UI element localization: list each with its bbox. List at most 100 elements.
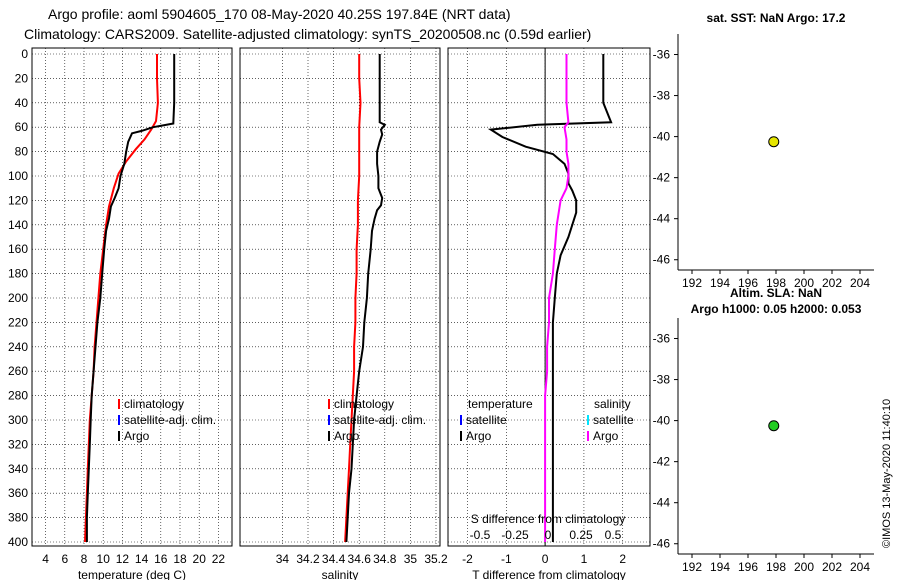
map_sla-xtick-label: 204: [850, 560, 870, 574]
salinity-xtick-label: 34.4: [322, 552, 346, 566]
salinity-xtick-label: 35.2: [424, 552, 448, 566]
map_sla-panel: -36 -38 -40 -42 -44 -46 192 194 196 198 200 202 204 A…: [653, 286, 874, 574]
diff-legend-salinity-title: salinity: [594, 397, 631, 411]
map_sla-ytick-label: -44: [653, 496, 671, 510]
diff-top-tick-label: -0.25: [501, 528, 529, 542]
diff-top-tick-label: -0.5: [470, 528, 491, 542]
map_sla-xtick-label: 198: [766, 560, 786, 574]
salinity-frame: [239, 47, 441, 547]
map_sst-xtick-label: 202: [822, 276, 842, 290]
salinity-series-climatology: [344, 54, 362, 543]
title-line2: Climatology: CARS2009. Satellite-adjuste…: [24, 26, 591, 42]
map_sst-xtick-label: 198: [766, 276, 786, 290]
difference-panel: -2 -1 0 1 2 T difference from climatology temp…: [447, 47, 651, 580]
difference-xtick-label: -2: [462, 552, 473, 566]
temperature-frame: [31, 47, 233, 547]
map_sst-ytick-label: -36: [653, 48, 671, 62]
salinity-legend-2-label: Argo: [334, 429, 360, 443]
diff-legend-t-1-label: Argo: [466, 429, 492, 443]
difference-frame: [447, 47, 651, 547]
temperature-xtick-label: 22: [212, 552, 226, 566]
temperature-xtick-label: 12: [116, 552, 130, 566]
map_sst-xtick-label: 200: [794, 276, 814, 290]
map_sla-xtick-label: 202: [822, 560, 842, 574]
map_sla-ytick-label: -38: [653, 373, 671, 387]
salinity-panel: 34 34.2 34.4 34.6 34.8 35 35.2 salinity climatol…: [239, 47, 448, 580]
map_sla-xtick-label: 194: [710, 560, 730, 574]
temperature-ytick-label: 380: [8, 511, 28, 525]
temperature-ytick-label: 60: [15, 120, 29, 134]
map_sla-xtick-label: 192: [682, 560, 702, 574]
salinity-legend-0-label: climatology: [334, 397, 394, 411]
map_sst-xtick-label: 196: [738, 276, 758, 290]
temperature-legend-1-label: satellite-adj. clim.: [124, 413, 216, 427]
temperature-xtick-label: 16: [154, 552, 168, 566]
diff-legend-s-1-label: Argo: [593, 429, 619, 443]
difference-xtick-label: -1: [501, 552, 512, 566]
salinity-xtick-label: 34.2: [296, 552, 320, 566]
temperature-ytick-label: 20: [15, 71, 29, 85]
salinity-xtick-label: 35: [404, 552, 418, 566]
map_sst-ytick-label: -40: [653, 130, 671, 144]
map_sst-ytick-label: -42: [653, 171, 671, 185]
map_sla-argo-marker: [768, 420, 780, 432]
temperature-ytick-label: 120: [8, 193, 28, 207]
temperature-xtick-label: 6: [61, 552, 68, 566]
diff-top-tick-label: 0.25: [569, 528, 593, 542]
map_sla-title: Altim. SLA: NaN: [730, 286, 822, 300]
difference-series-t-difference--argo-: [487, 54, 613, 542]
credit: ©IMOS 13-May-2020 11:40:10: [881, 399, 893, 548]
diff-top-tick-label: 0.5: [605, 528, 622, 542]
difference-series-s-difference--argo-: [544, 54, 570, 542]
temperature-ytick-label: 80: [15, 145, 29, 159]
map_sst-xtick-label: 194: [710, 276, 730, 290]
temperature-ytick-label: 100: [8, 169, 28, 183]
title-line1: Argo profile: aoml 5904605_170 08-May-20…: [48, 6, 511, 22]
diff-top-tick-label: 0: [545, 528, 552, 542]
difference-xlabel: T difference from climatology: [472, 568, 626, 580]
salinity-xlabel: salinity: [322, 568, 359, 580]
temperature-ytick-label: 260: [8, 364, 28, 378]
map_sla-xtick-label: 196: [738, 560, 758, 574]
map_sst-xtick-label: 192: [682, 276, 702, 290]
diff-top-label: S difference from climatology: [471, 512, 626, 526]
temperature-xtick-label: 10: [97, 552, 111, 566]
map_sst-panel: -36 -38 -40 -42 -44 -46 192 194 196 198 200 202 204 s…: [653, 11, 874, 290]
diff-legend-t-0-label: satellite: [466, 413, 507, 427]
temperature-panel: 4 6 8 10 12 14 16 18 20 2202040608010012014016018…: [8, 47, 233, 580]
temperature-ytick-label: 160: [8, 242, 28, 256]
map_sst-ytick-label: -44: [653, 212, 671, 226]
temperature-ytick-label: 320: [8, 437, 28, 451]
salinity-xtick-label: 34.6: [348, 552, 372, 566]
temperature-ytick-label: 40: [15, 96, 29, 110]
diff-legend-s-0-label: satellite: [593, 413, 634, 427]
temperature-ytick-label: 140: [8, 218, 28, 232]
temperature-xtick-label: 4: [42, 552, 49, 566]
salinity-xtick-label: 34: [276, 552, 290, 566]
temperature-xtick-label: 20: [193, 552, 207, 566]
map_sst-title: sat. SST: NaN Argo: 17.2: [707, 11, 846, 25]
difference-xtick-label: 2: [619, 552, 626, 566]
temperature-ytick-label: 240: [8, 340, 28, 354]
map_sla-xtick-label: 200: [794, 560, 814, 574]
salinity-xtick-label: 34.8: [373, 552, 397, 566]
map_sst-xtick-label: 204: [850, 276, 870, 290]
temperature-ytick-label: 280: [8, 389, 28, 403]
salinity-legend-1-label: satellite-adj. clim.: [334, 413, 426, 427]
temperature-legend-2-label: Argo: [124, 429, 150, 443]
temperature-legend-0-label: climatology: [124, 397, 184, 411]
temperature-series-argo: [85, 54, 176, 542]
temperature-xlabel: temperature (deg C): [78, 568, 186, 580]
map_sla-ytick-label: -46: [653, 537, 671, 551]
diff-legend-temperature-title: temperature: [468, 397, 533, 411]
temperature-ytick-label: 400: [8, 535, 28, 549]
temperature-ytick-label: 180: [8, 267, 28, 281]
map_sla-ytick-label: -40: [653, 414, 671, 428]
temperature-ytick-label: 360: [8, 486, 28, 500]
map_sst-argo-marker: [768, 136, 780, 148]
salinity-series-argo: [345, 54, 387, 543]
temperature-ytick-label: 220: [8, 315, 28, 329]
temperature-xtick-label: 14: [135, 552, 149, 566]
difference-xtick-label: 1: [581, 552, 588, 566]
